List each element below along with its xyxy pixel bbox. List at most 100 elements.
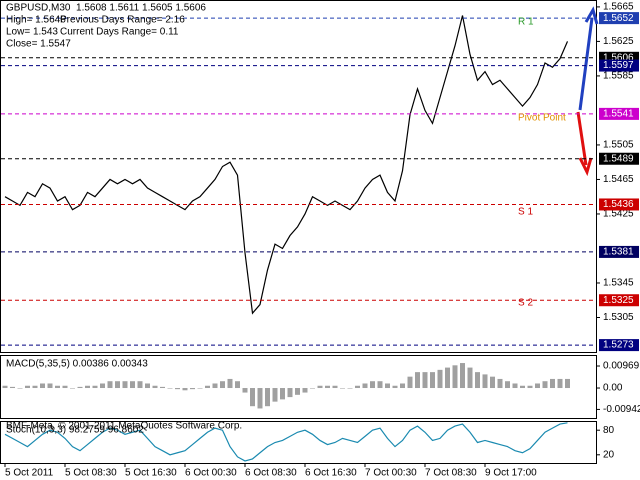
histogram-bar [437,369,443,389]
histogram-bar [145,383,150,389]
annotation: R 1 [518,17,534,28]
annotation: S 2 [518,298,533,309]
annotation: S 1 [518,207,533,218]
histogram-bar [505,381,510,389]
histogram-bar [227,378,233,389]
level-box [599,59,639,72]
x-tick-label: 5 Oct 2011 [5,468,54,479]
histogram-bar [182,388,188,391]
histogram-bar [167,388,173,389]
histogram-bar [370,381,375,389]
annotation: Pivot Point [518,113,566,124]
level-label: 1.5325 [603,295,634,306]
histogram-bar [40,383,45,389]
histogram-bar [557,378,563,389]
x-tick-label: 5 Oct 16:30 [125,468,177,479]
histogram-bar [385,383,390,389]
histogram-bar [355,385,360,389]
histogram-bar [362,383,368,389]
y-tick-label: 1.5625 [603,36,634,47]
panel-title: Stoch(10,3,3) 98.2759 96.8602 [6,425,144,436]
y-tick-label: 1.5665 [603,2,634,13]
y-tick-label: 1.5305 [603,312,634,323]
panel-title: GBPUSD,M30 1.5608 1.5611 1.5605 1.5606 [6,3,206,14]
histogram-bar [130,381,135,389]
x-tick-label: 6 Oct 08:30 [245,468,297,479]
x-tick-label: 9 Oct 17:00 [485,468,537,479]
histogram-bar [377,381,383,389]
histogram-bar [475,372,480,389]
histogram-bar [527,385,533,389]
histogram-bar [287,388,293,398]
histogram-bar [265,388,270,407]
level-box [599,245,639,258]
histogram-bar [10,386,15,389]
histogram-bar [242,388,248,393]
histogram-bar [445,367,450,389]
histogram-bar [317,385,323,389]
level-label: 1.5489 [603,153,634,164]
level-box [599,12,639,25]
histogram-bar [550,378,555,389]
histogram-bar [340,388,345,389]
histogram-bar [512,383,518,389]
histogram-bar [280,388,285,400]
histogram-bar [2,385,8,389]
info-text: Close= 1.5547 [6,39,71,50]
x-tick-label: 5 Oct 08:30 [65,468,117,479]
histogram-bar [400,383,405,389]
histogram-bar [175,388,180,390]
histogram-bar [347,388,353,389]
histogram-bar [332,385,338,389]
histogram-bar [257,388,263,409]
histogram-bar [32,385,38,389]
histogram-bar [302,388,308,393]
main-panel-frame [0,0,597,353]
histogram-bar [92,385,98,389]
level-box [599,107,639,120]
histogram-bar [205,385,210,389]
level-label: 1.5652 [603,13,634,24]
histogram-bar [197,388,203,389]
down-arrow [576,111,593,177]
histogram-bar [160,386,165,389]
histogram-bar [497,378,503,389]
info-text: Low= 1.543 [6,27,58,38]
level-box [599,152,639,165]
y-tick-label: 1.5585 [603,71,634,82]
histogram-bar [70,388,75,389]
info-text: Previous Days Range= 2.16 [60,15,185,26]
histogram-bar [235,381,240,389]
annotation: BMF-Meta, © 2001-2011 MetaQuotes Softwar… [6,421,242,432]
panel-title: MACD(5,35,5) 0.00386 0.00343 [6,359,148,370]
histogram-bar [325,385,330,389]
up-arrow [578,6,599,111]
histogram-bar [490,376,495,389]
info-text: Current Days Range= 0.11 [60,27,179,38]
histogram-bar [85,385,90,389]
histogram-bar [542,381,548,389]
y-tick-label: 1.5465 [603,174,634,185]
histogram-bar [415,372,420,389]
y-tick-label: 0.00969 [603,361,640,372]
histogram-bar [62,385,68,389]
x-tick-label: 7 Oct 00:30 [365,468,417,479]
macd-panel-frame [0,355,597,419]
y-tick-label: 80 [603,425,615,436]
histogram-bar [100,383,105,389]
histogram-bar [310,388,315,389]
histogram-bar [467,367,473,389]
histogram-bar [137,381,143,389]
x-tick-label: 6 Oct 00:30 [185,468,237,479]
histogram-bar [565,378,570,389]
stoch-panel-frame [0,421,597,464]
histogram-bar [190,388,195,390]
histogram-bar [115,381,120,389]
histogram-bar [392,385,398,389]
info-text: High= 1.5646 [6,15,66,26]
level-label: 1.5541 [603,109,634,120]
y-tick-label: 1.5345 [603,278,634,289]
